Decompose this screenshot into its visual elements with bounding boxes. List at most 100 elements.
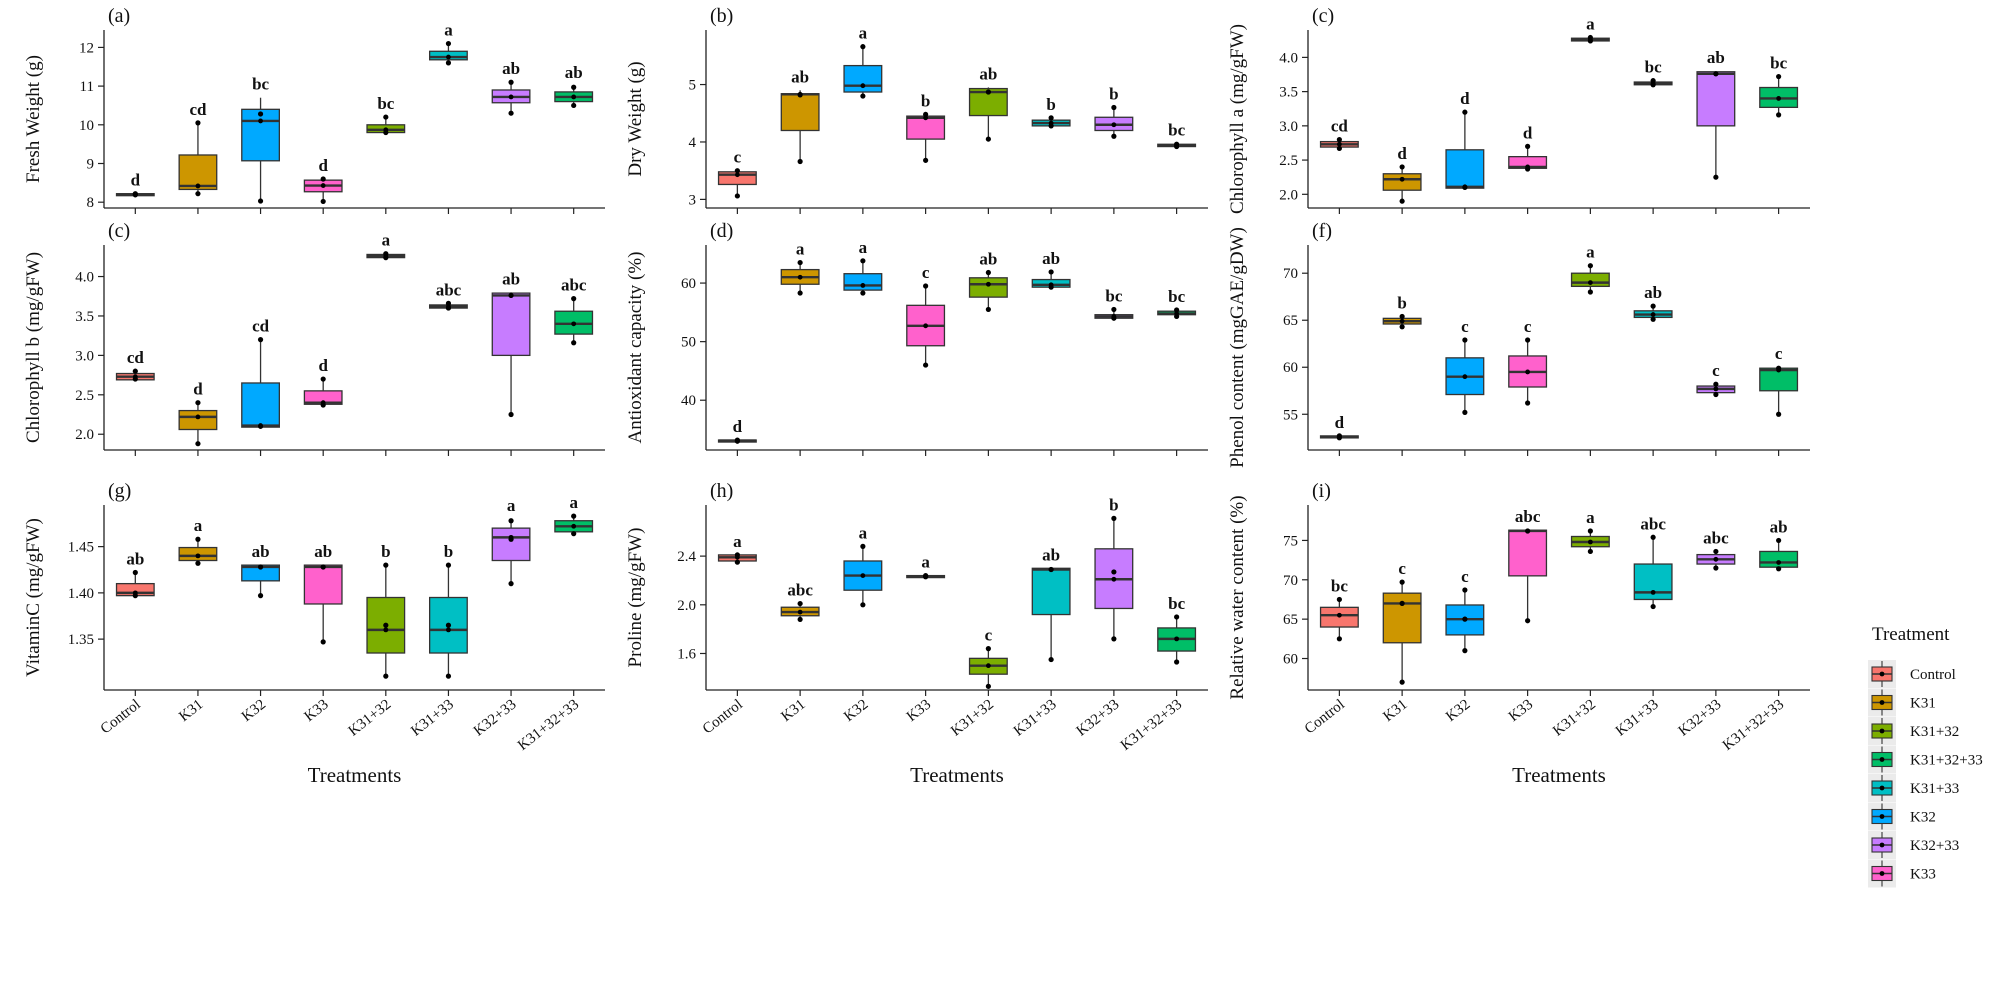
median-point (1174, 143, 1180, 148)
significance-letter: a (569, 493, 578, 512)
significance-letter: ab (979, 250, 997, 269)
data-point (985, 269, 991, 276)
data-point (1462, 648, 1468, 654)
data-point (195, 120, 201, 126)
data-point (734, 559, 740, 565)
data-point (1525, 400, 1531, 406)
median-point (985, 663, 991, 669)
significance-letter: abc (787, 581, 813, 600)
data-point (1174, 614, 1180, 620)
y-axis-label: Phenol content (mgGAE/gDW) (1227, 227, 1248, 468)
median-point (258, 118, 263, 124)
data-point (1650, 603, 1656, 610)
significance-letter: cd (127, 348, 145, 367)
legend-key-point (1879, 814, 1885, 819)
significance-letter: b (1046, 95, 1055, 114)
data-point (1525, 337, 1531, 343)
median-point (734, 438, 740, 444)
x-axis-label: Treatments (910, 763, 1004, 787)
median-point (383, 627, 389, 633)
significance-letter: a (733, 532, 742, 551)
box (968, 277, 1008, 298)
significance-letter: a (1586, 508, 1595, 527)
median-point (571, 94, 577, 100)
x-tick-label: K32 (239, 697, 269, 726)
data-point (1399, 579, 1405, 585)
data-point (508, 79, 514, 85)
x-tick-label: Control (98, 697, 144, 738)
median-point (1399, 601, 1405, 606)
median-point (195, 414, 201, 420)
data-point (1048, 269, 1054, 275)
y-tick-label: 4.0 (1279, 50, 1298, 66)
significance-letter: ab (791, 67, 809, 86)
median-point (258, 564, 263, 570)
median-point (1174, 311, 1180, 316)
legend-key-point (1879, 871, 1885, 876)
significance-letter: bc (377, 94, 394, 113)
data-point (195, 191, 201, 197)
significance-letter: c (1461, 567, 1469, 586)
box (241, 382, 280, 428)
median-point (1462, 616, 1468, 622)
y-axis-label: Relative water content (%) (1227, 495, 1248, 699)
median-point (860, 83, 866, 89)
median-point (383, 253, 389, 259)
data-point (1336, 136, 1342, 143)
legend-item-label: K31+33 (1910, 781, 1959, 797)
y-axis-label: Chlorophyll a (mg/gFW) (1227, 24, 1248, 214)
data-point (1336, 636, 1342, 642)
data-point (445, 673, 452, 679)
panel-4: 2.0 2.5 3.0 3.5 4.0 Chlorophyll b (mg/gFW) (c)… (23, 220, 605, 456)
data-point (1713, 174, 1719, 180)
median-point (446, 304, 451, 309)
data-point (383, 114, 389, 120)
data-point (1462, 409, 1468, 415)
y-tick-label: 3.0 (1279, 119, 1298, 135)
box (1508, 529, 1548, 577)
median-point (1462, 184, 1468, 190)
median-point (1462, 374, 1468, 380)
y-tick-label: 2.0 (1279, 187, 1298, 203)
legend-item-label: K31+32+33 (1910, 753, 1983, 769)
median-point (923, 573, 929, 579)
data-point (1111, 569, 1117, 575)
significance-letter: abc (436, 280, 462, 299)
panel-9: 60 65 70 75 Relative water content (%) (i) bc C… (1227, 480, 1810, 787)
data-point (985, 646, 991, 652)
box (178, 409, 218, 431)
data-point (1713, 381, 1719, 387)
data-point (571, 513, 577, 519)
x-tick-label: K33 (301, 697, 331, 726)
legend-title: Treatment (1872, 624, 1950, 645)
median-point (923, 323, 929, 329)
median-point (1111, 122, 1117, 128)
median-point (1399, 176, 1405, 182)
box (303, 564, 343, 605)
significance-letter: a (859, 238, 868, 257)
y-tick-label: 1.45 (68, 540, 94, 556)
x-tick-label: K31 (176, 697, 206, 726)
data-point (1174, 307, 1180, 313)
median-point (1713, 556, 1719, 562)
box (1382, 173, 1422, 191)
legend-item-label: K32+33 (1910, 838, 1959, 854)
panel-label: (c) (108, 220, 130, 242)
median-point (571, 321, 577, 327)
y-tick-label: 2.5 (1279, 153, 1298, 169)
data-point (923, 157, 929, 163)
y-tick-label: 2.5 (75, 388, 94, 404)
median-point (132, 590, 138, 596)
box (491, 292, 531, 357)
significance-letter: cd (252, 317, 270, 336)
significance-letter: abc (1640, 514, 1666, 533)
median-point (1650, 589, 1656, 595)
significance-letter: ab (502, 269, 520, 288)
data-point (508, 581, 514, 587)
significance-letter: c (985, 626, 993, 645)
box (1031, 567, 1071, 616)
y-tick-label: 55 (1283, 407, 1298, 423)
y-axis-label: Antioxidant capacity (%) (625, 251, 646, 443)
legend-item-label: K32 (1910, 810, 1936, 826)
